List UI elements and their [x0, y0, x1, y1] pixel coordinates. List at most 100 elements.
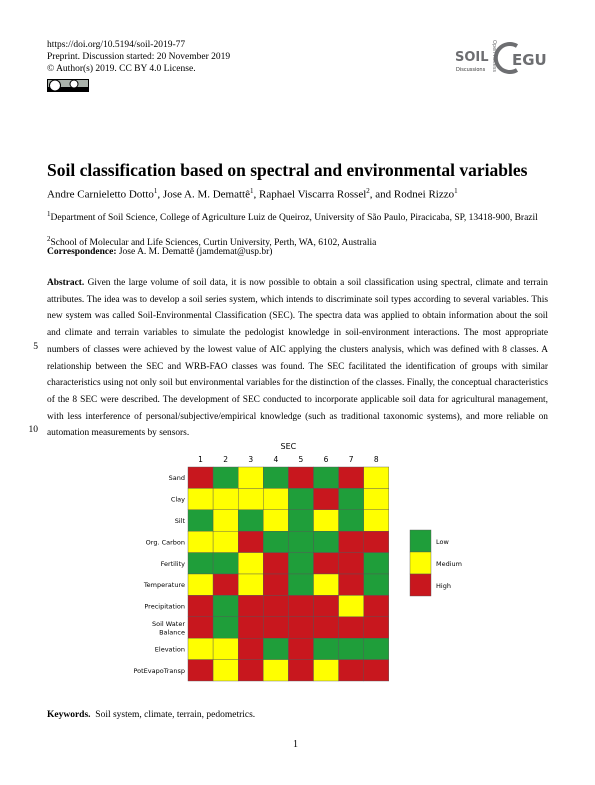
heatmap-cell	[212, 466, 239, 489]
legend-swatch	[409, 529, 432, 553]
heatmap-cell	[187, 573, 214, 596]
heatmap-cell	[212, 509, 239, 532]
author-separator: ,	[253, 188, 259, 201]
heatmap-cell	[187, 466, 214, 489]
heatmap-cell	[338, 659, 364, 682]
heatmap-cell	[363, 552, 390, 575]
heatmap-cell	[363, 573, 390, 596]
heatmap-cell	[288, 616, 314, 639]
legend-swatch	[409, 573, 432, 597]
heatmap-cell	[363, 637, 390, 660]
author-name: Jose A. M. Demattê	[162, 188, 250, 201]
heatmap-cell	[338, 616, 364, 639]
column-label: 3	[248, 455, 253, 464]
heatmap-cell	[363, 616, 390, 639]
heatmap-cell	[212, 530, 239, 553]
heatmap-cell	[313, 530, 339, 553]
heatmap-cell	[338, 573, 364, 596]
row-label: Elevation	[155, 645, 185, 653]
column-label: 8	[374, 455, 379, 464]
heatmap-cell	[263, 530, 289, 553]
logo-publisher: EGU	[512, 51, 547, 69]
heatmap-cell	[313, 616, 339, 639]
heatmap-cell	[338, 637, 364, 660]
heatmap-cell	[187, 552, 214, 575]
legend-label: High	[436, 582, 451, 590]
heatmap-cell	[237, 637, 264, 660]
heatmap-cell	[237, 509, 264, 532]
heatmap-cell	[338, 595, 364, 617]
heatmap-cell	[338, 466, 364, 489]
author-affiliation: 1	[153, 187, 158, 195]
heatmap-cell	[288, 573, 314, 596]
affiliation: 2School of Molecular and Life Sciences, …	[47, 233, 549, 250]
page-number: 1	[293, 739, 298, 750]
journal-logo: SOIL Discussions Open Access EGU	[455, 40, 547, 74]
line-number: 10	[28, 425, 39, 435]
heatmap-cell	[212, 616, 239, 639]
abstract-label: Abstract.	[47, 278, 85, 288]
heatmap-cell	[288, 530, 314, 553]
line-number: 5	[33, 342, 38, 352]
heatmap-cell	[363, 659, 390, 682]
license: © Author(s) 2019. CC BY 4.0 License.	[47, 64, 196, 74]
heatmap-cell	[338, 488, 364, 511]
heatmap-cell	[363, 530, 390, 553]
abstract: Abstract. Given the large volume of soil…	[47, 275, 548, 442]
heatmap-cell	[363, 488, 390, 511]
row-label: Precipitation	[144, 603, 185, 611]
column-label: 5	[299, 455, 304, 464]
author-name: Raphael Viscarra Rossel	[259, 188, 367, 201]
heatmap-cell	[313, 659, 339, 682]
correspondence-text: Jose A. M. Demattê (jamdemat@usp.br)	[118, 247, 273, 257]
logo-journal: SOIL	[455, 50, 489, 65]
heatmap-cell	[288, 552, 314, 575]
affiliation-text: Department of Soil Science, College of A…	[50, 213, 538, 224]
heatmap-cell	[237, 659, 264, 682]
heatmap-cell	[237, 552, 264, 575]
heatmap-cell	[187, 530, 214, 553]
author-separator: ,	[157, 188, 163, 201]
heatmap-cell	[237, 616, 264, 639]
affiliation-mark: 2	[47, 235, 51, 243]
heatmap-cell	[263, 637, 289, 660]
column-label: 6	[324, 455, 329, 464]
heatmap-cell	[263, 488, 289, 511]
heatmap-cell	[263, 659, 289, 682]
author-name: Andre Carnieletto Dotto	[47, 188, 154, 201]
heatmap-cell	[237, 530, 264, 553]
heatmap-cell	[313, 488, 339, 511]
keywords-label: Keywords.	[47, 710, 91, 720]
row-label: Org. Carbon	[146, 538, 185, 546]
correspondence: Correspondence: Jose A. M. Demattê (jamd…	[47, 246, 549, 259]
logo-subtitle: Discussions	[456, 67, 486, 73]
heatmap-cell	[187, 659, 214, 682]
affiliation-mark: 1	[47, 210, 51, 218]
heatmap-cell	[212, 573, 239, 596]
legend-swatch	[409, 551, 432, 575]
heatmap-cell	[338, 509, 364, 532]
heatmap-cell	[237, 573, 264, 596]
heatmap-cell	[212, 595, 239, 617]
row-label: Sand	[169, 474, 185, 482]
keywords: Keywords. Soil system, climate, terrain,…	[47, 710, 255, 720]
author-affiliation: 1	[250, 187, 254, 195]
heatmap-cell	[288, 466, 314, 489]
figure-title: SEC	[281, 442, 297, 451]
preprint-note: Preprint. Discussion started: 20 Novembe…	[47, 52, 231, 62]
column-label: 1	[198, 455, 203, 464]
heatmap-cell	[313, 466, 339, 489]
heatmap-cell	[263, 616, 289, 639]
heatmap-cell	[237, 595, 264, 617]
heatmap-cell	[313, 509, 339, 532]
heatmap-cell	[212, 659, 239, 682]
author-separator: , and	[369, 188, 394, 201]
row-label: PotEvapoTransp	[133, 667, 185, 675]
heatmap-cell	[187, 488, 214, 511]
heatmap-cell	[288, 637, 314, 660]
affiliation-text: School of Molecular and Life Sciences, C…	[50, 238, 377, 249]
heatmap-cell	[288, 659, 314, 682]
authors: Andre Carnieletto Dotto1, Jose A. M. Dem…	[47, 187, 458, 201]
heatmap-cell	[288, 595, 314, 617]
heatmap-cell	[212, 552, 239, 575]
